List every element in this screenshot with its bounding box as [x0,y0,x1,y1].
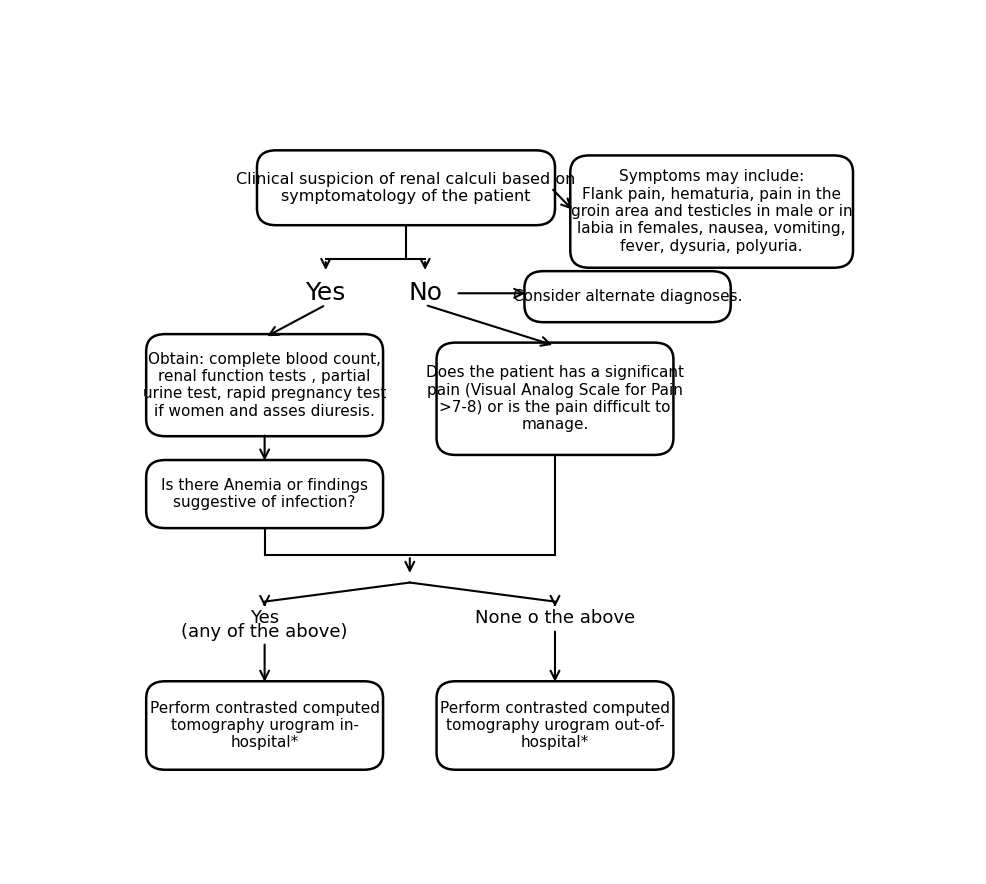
Text: Symptoms may include:
Flank pain, hematuria, pain in the
groin area and testicle: Symptoms may include: Flank pain, hematu… [571,169,853,254]
Text: Clinical suspicion of renal calculi based on
symptomatology of the patient: Clinical suspicion of renal calculi base… [237,171,576,204]
FancyBboxPatch shape [146,460,383,528]
Text: Does the patient has a significant
pain (Visual Analog Scale for Pain
>7-8) or i: Does the patient has a significant pain … [426,365,684,432]
Text: Yes: Yes [250,609,279,627]
FancyBboxPatch shape [437,343,673,455]
Text: No: No [408,281,442,305]
Text: Yes: Yes [306,281,346,305]
FancyBboxPatch shape [146,682,383,770]
FancyBboxPatch shape [437,682,673,770]
Text: Perform contrasted computed
tomography urogram out-of-
hospital*: Perform contrasted computed tomography u… [440,701,670,751]
FancyBboxPatch shape [570,156,853,268]
Text: Obtain: complete blood count,
renal function tests , partial
urine test, rapid p: Obtain: complete blood count, renal func… [143,352,387,419]
FancyBboxPatch shape [257,150,555,225]
FancyBboxPatch shape [525,271,731,322]
Text: Consider alternate diagnoses.: Consider alternate diagnoses. [513,289,742,304]
Text: (any of the above): (any of the above) [181,622,348,641]
Text: Is there Anemia or findings
suggestive of infection?: Is there Anemia or findings suggestive o… [161,478,368,510]
Text: Perform contrasted computed
tomography urogram in-
hospital*: Perform contrasted computed tomography u… [150,701,380,751]
FancyBboxPatch shape [146,334,383,436]
Text: None o the above: None o the above [475,609,635,627]
